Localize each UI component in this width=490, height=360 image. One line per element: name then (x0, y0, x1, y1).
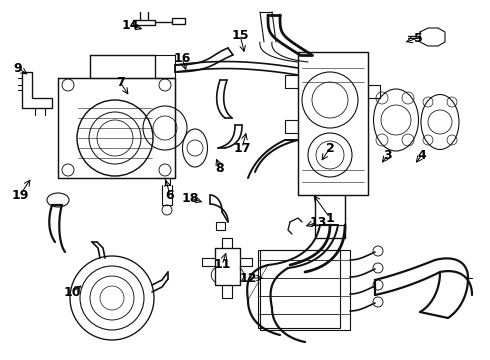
Text: 16: 16 (173, 51, 191, 64)
Text: 15: 15 (231, 28, 249, 41)
Text: 3: 3 (384, 149, 392, 162)
Text: 2: 2 (326, 141, 334, 154)
Text: 7: 7 (116, 76, 124, 89)
Text: 13: 13 (309, 216, 327, 229)
Text: 5: 5 (414, 32, 422, 45)
Text: 9: 9 (14, 62, 23, 75)
Text: 11: 11 (213, 258, 231, 271)
Text: 1: 1 (326, 212, 334, 225)
Bar (260, 250, 350, 330)
Text: 10: 10 (63, 285, 81, 298)
Text: 6: 6 (166, 189, 174, 202)
Text: 8: 8 (216, 162, 224, 175)
Text: 4: 4 (417, 149, 426, 162)
Bar (258, 250, 340, 328)
Text: 19: 19 (11, 189, 29, 202)
Text: 18: 18 (181, 192, 198, 204)
Text: 14: 14 (121, 18, 139, 32)
Text: 17: 17 (233, 141, 251, 154)
Text: 12: 12 (239, 271, 257, 284)
